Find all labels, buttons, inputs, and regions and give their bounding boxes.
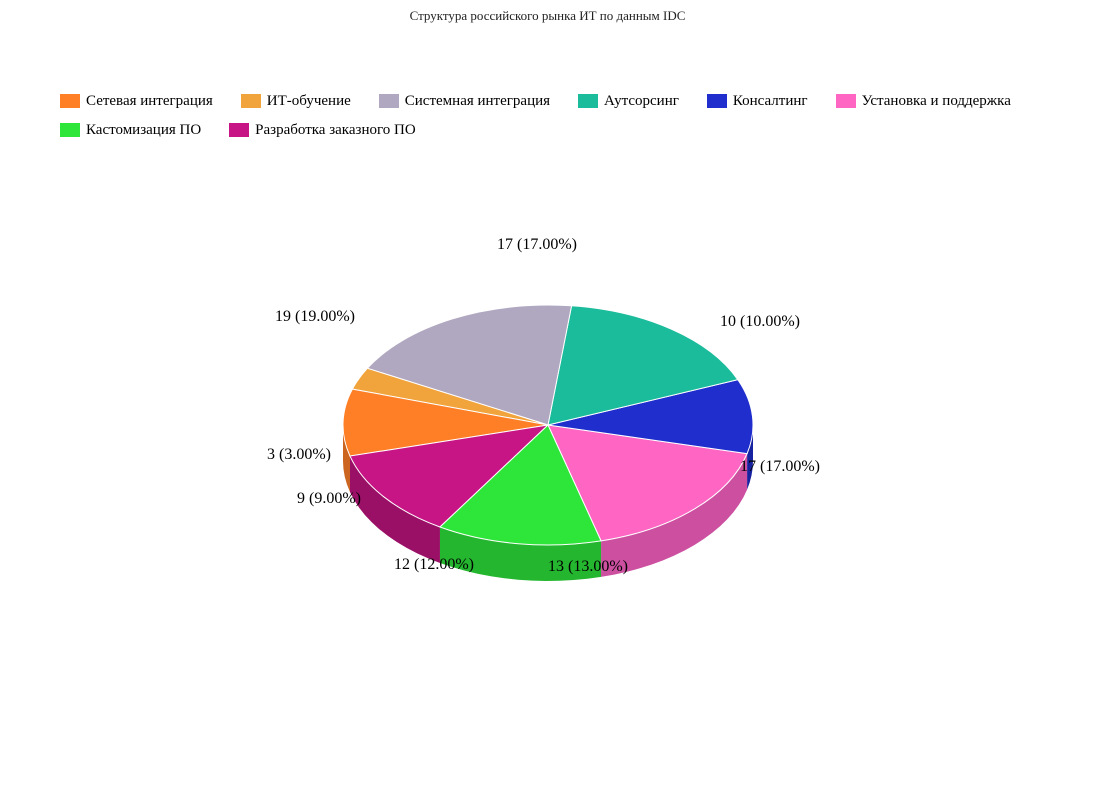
legend-swatch	[241, 94, 261, 108]
legend-label: Аутсорсинг	[604, 88, 679, 114]
legend-label: Сетевая интеграция	[86, 88, 213, 114]
slice-label: 13 (13.00%)	[548, 558, 628, 576]
legend-swatch	[60, 123, 80, 137]
slice-label: 17 (17.00%)	[740, 458, 820, 476]
legend-label: Консалтинг	[733, 88, 808, 114]
pie-tops	[343, 305, 753, 545]
legend-swatch	[707, 94, 727, 108]
legend-item: Консалтинг	[707, 88, 808, 114]
legend: Сетевая интеграция ИТ-обучение Системная и…	[60, 88, 1040, 146]
legend-swatch	[229, 123, 249, 137]
legend-item: ИТ-обучение	[241, 88, 351, 114]
legend-item: Сетевая интеграция	[60, 88, 213, 114]
legend-swatch	[836, 94, 856, 108]
legend-label: Установка и поддержка	[862, 88, 1011, 114]
legend-label: Кастомизация ПО	[86, 117, 201, 143]
legend-swatch	[578, 94, 598, 108]
legend-item: Установка и поддержка	[836, 88, 1011, 114]
legend-label: Разработка заказного ПО	[255, 117, 416, 143]
pie-chart: 17 (17.00%) 10 (10.00%) 17 (17.00%) 19 (19.…	[0, 200, 1095, 760]
chart-title: Структура российского рынка ИТ по данным…	[0, 0, 1095, 24]
legend-label: ИТ-обучение	[267, 88, 351, 114]
slice-label: 19 (19.00%)	[275, 308, 355, 326]
legend-item: Разработка заказного ПО	[229, 117, 416, 143]
legend-label: Системная интеграция	[405, 88, 550, 114]
legend-item: Кастомизация ПО	[60, 117, 201, 143]
slice-label: 3 (3.00%)	[267, 446, 331, 464]
legend-swatch	[60, 94, 80, 108]
slice-label: 10 (10.00%)	[720, 313, 800, 331]
slice-label: 17 (17.00%)	[497, 236, 577, 254]
legend-item: Аутсорсинг	[578, 88, 679, 114]
legend-swatch	[379, 94, 399, 108]
slice-label: 12 (12.00%)	[394, 556, 474, 574]
slice-label: 9 (9.00%)	[297, 490, 361, 508]
legend-item: Системная интеграция	[379, 88, 550, 114]
